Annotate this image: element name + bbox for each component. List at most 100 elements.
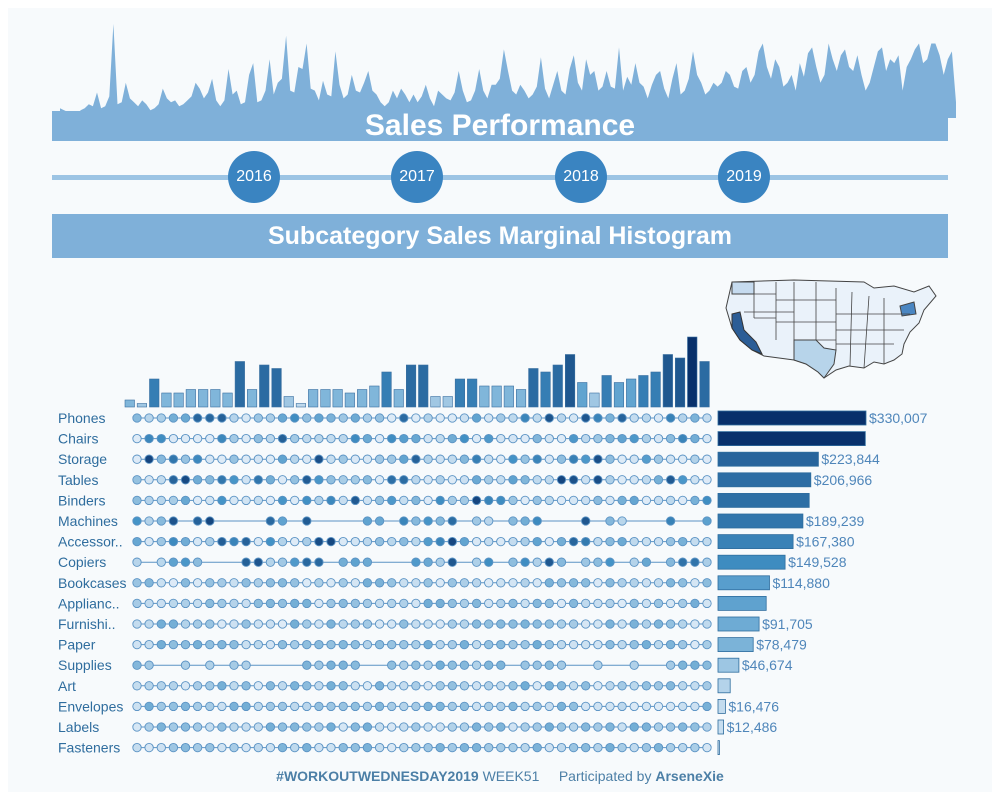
sales-dot[interactable] (156, 722, 166, 732)
sales-dot[interactable] (629, 722, 639, 732)
sales-dot[interactable] (229, 619, 239, 629)
sales-dot[interactable] (132, 681, 142, 691)
sales-dot[interactable] (665, 536, 676, 547)
histogram-bar[interactable] (577, 382, 588, 408)
sales-dot[interactable] (556, 454, 567, 464)
sales-dot[interactable] (387, 619, 397, 629)
sales-dot[interactable] (350, 660, 360, 670)
sales-dot[interactable] (629, 578, 639, 588)
year-button-2018[interactable]: 2018 (555, 151, 607, 203)
sales-dot[interactable] (217, 454, 227, 464)
sales-dot[interactable] (544, 413, 554, 423)
sales-dot[interactable] (192, 536, 203, 547)
sales-dot[interactable] (144, 454, 154, 464)
histogram-bar[interactable] (295, 403, 307, 408)
sales-dot[interactable] (593, 660, 603, 670)
sales-dot[interactable] (180, 742, 191, 753)
sales-dot[interactable] (326, 475, 336, 485)
sales-dot[interactable] (144, 722, 154, 732)
sales-dot[interactable] (435, 619, 445, 629)
subcategory-bar[interactable] (717, 657, 740, 673)
sales-dot[interactable] (265, 681, 276, 691)
sales-dot[interactable] (350, 619, 360, 629)
year-button-2016[interactable]: 2016 (228, 151, 280, 203)
sales-dot[interactable] (338, 598, 348, 609)
sales-dot[interactable] (665, 619, 676, 629)
sales-dot[interactable] (593, 433, 603, 444)
histogram-bar[interactable] (589, 392, 600, 408)
sales-dot[interactable] (132, 433, 142, 444)
sales-dot[interactable] (617, 681, 627, 691)
sales-dot[interactable] (484, 639, 494, 650)
sales-dot[interactable] (338, 578, 348, 588)
sales-dot[interactable] (156, 701, 166, 712)
sales-dot[interactable] (265, 578, 276, 588)
sales-dot[interactable] (435, 433, 445, 444)
histogram-bar[interactable] (320, 389, 331, 408)
sales-dot[interactable] (544, 557, 554, 567)
sales-dot[interactable] (241, 701, 251, 712)
histogram-bar[interactable] (467, 378, 478, 408)
sales-dot[interactable] (641, 619, 652, 629)
sales-dot[interactable] (253, 536, 263, 547)
sales-dot[interactable] (532, 475, 542, 485)
sales-dot[interactable] (520, 619, 530, 629)
sales-dot[interactable] (132, 639, 142, 650)
sales-dot[interactable] (180, 495, 191, 506)
sales-dot[interactable] (690, 598, 700, 609)
sales-dot[interactable] (617, 578, 627, 588)
sales-dot[interactable] (496, 495, 506, 506)
sales-dot[interactable] (205, 742, 215, 753)
sales-dot[interactable] (641, 681, 652, 691)
histogram-bar[interactable] (393, 389, 404, 408)
sales-dot[interactable] (290, 433, 300, 444)
sales-dot[interactable] (399, 475, 409, 485)
sales-dot[interactable] (399, 701, 409, 712)
sales-dot[interactable] (629, 681, 639, 691)
sales-dot[interactable] (556, 475, 567, 485)
sales-dot[interactable] (459, 454, 470, 464)
sales-dot[interactable] (544, 619, 554, 629)
histogram-bar[interactable] (528, 368, 539, 408)
histogram-bar[interactable] (601, 375, 612, 408)
sales-dot[interactable] (314, 598, 324, 609)
sales-dot[interactable] (192, 742, 203, 753)
sales-dot[interactable] (326, 639, 336, 650)
sales-dot[interactable] (168, 536, 179, 547)
sales-dot[interactable] (314, 475, 324, 485)
sales-dot[interactable] (581, 495, 591, 506)
histogram-bar[interactable] (308, 389, 319, 408)
sales-dot[interactable] (471, 536, 482, 547)
sales-dot[interactable] (192, 557, 203, 567)
sales-dot[interactable] (156, 639, 166, 650)
sales-dot[interactable] (302, 681, 312, 691)
sales-dot[interactable] (653, 701, 664, 712)
sales-dot[interactable] (192, 516, 203, 526)
subcategory-bar[interactable] (717, 678, 731, 694)
sales-dot[interactable] (180, 454, 191, 464)
sales-dot[interactable] (277, 516, 288, 526)
sales-dot[interactable] (362, 454, 373, 464)
sales-dot[interactable] (447, 722, 457, 732)
sales-dot[interactable] (605, 516, 615, 526)
sales-dot[interactable] (192, 722, 203, 732)
sales-dot[interactable] (678, 722, 688, 732)
sales-dot[interactable] (471, 681, 482, 691)
sales-dot[interactable] (520, 433, 530, 444)
histogram-bar[interactable] (479, 385, 490, 408)
sales-dot[interactable] (241, 454, 251, 464)
sales-dot[interactable] (132, 557, 142, 567)
sales-dot[interactable] (144, 413, 154, 423)
sales-dot[interactable] (180, 639, 191, 650)
sales-dot[interactable] (629, 433, 639, 444)
histogram-bar[interactable] (124, 399, 135, 408)
sales-dot[interactable] (678, 433, 688, 444)
sales-dot[interactable] (678, 639, 688, 650)
sales-dot[interactable] (629, 598, 639, 609)
sales-dot[interactable] (435, 536, 445, 547)
sales-dot[interactable] (217, 578, 227, 588)
sales-dot[interactable] (605, 557, 615, 567)
sales-dot[interactable] (265, 495, 276, 506)
sales-dot[interactable] (156, 454, 166, 464)
sales-dot[interactable] (241, 557, 251, 567)
